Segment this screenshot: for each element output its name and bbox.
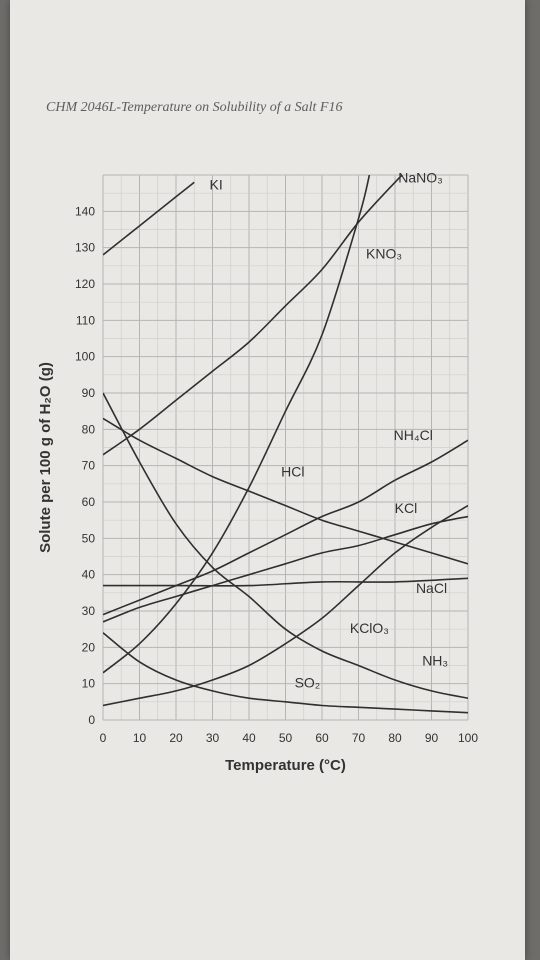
grid-lines [102, 174, 469, 721]
x-tick-label: 90 [425, 731, 439, 745]
y-tick-label: 10 [82, 677, 96, 691]
solubility-curve [103, 181, 195, 256]
y-tick-label: 30 [82, 604, 96, 618]
series-label: KI [210, 177, 223, 193]
y-tick-label: 140 [75, 204, 95, 218]
x-tick-label: 100 [458, 731, 478, 745]
x-tick-label: 0 [100, 731, 107, 745]
solubility-curve [103, 175, 403, 456]
y-tick-label: 80 [82, 422, 96, 436]
y-tick-label: 90 [82, 386, 96, 400]
y-tick-label: 0 [88, 713, 95, 727]
worksheet-header: CHM 2046L-Temperature on Solubility of a… [46, 100, 343, 115]
y-tick-label: 40 [82, 568, 96, 582]
series-label: KCl [395, 500, 418, 516]
series-label: NaCl [416, 580, 447, 596]
solubility-curves [103, 175, 468, 714]
series-labels: KI NaNO₃ KNO₃ NH₄Cl HCl KCl NaCl KClO₃ NH₃ SO₂ [210, 169, 449, 690]
y-tick-label: 70 [82, 459, 96, 473]
x-tick-label: 40 [242, 731, 256, 745]
x-tick-label: 80 [388, 731, 402, 745]
series-label: NaNO₃ [398, 169, 443, 185]
y-tick-label: 20 [82, 640, 96, 654]
series-label: KNO₃ [366, 246, 402, 262]
y-axis-title: Solute per 100 g of H₂O (g) [37, 362, 54, 553]
solubility-curve [103, 577, 468, 587]
y-tick-label: 120 [75, 277, 95, 291]
series-label: SO₂ [295, 674, 321, 690]
x-tick-label: 30 [206, 731, 220, 745]
x-tick-label: 20 [169, 731, 183, 745]
y-tick-label: 60 [82, 495, 96, 509]
x-tick-label: 10 [133, 731, 147, 745]
solubility-curve [103, 504, 468, 707]
x-tick-label: 60 [315, 731, 329, 745]
solubility-curve [103, 392, 468, 699]
y-tick-label: 100 [75, 350, 95, 364]
x-axis-title: Temperature (°C) [225, 757, 346, 774]
series-label: HCl [281, 464, 304, 480]
solubility-curve [103, 632, 468, 714]
series-label: KClO₃ [350, 620, 389, 636]
solubility-curve [103, 439, 468, 616]
series-label: NH₄Cl [394, 427, 433, 443]
solubility-curve [103, 175, 371, 674]
tick-labels: 0 10 20 30 40 50 60 70 80 90 100 0 10 20 30 40 50 60 70 80 9… [75, 204, 478, 745]
solubility-curve [103, 515, 468, 623]
x-tick-label: 50 [279, 731, 293, 745]
y-tick-label: 130 [75, 241, 95, 255]
series-label: NH₃ [422, 653, 448, 669]
y-tick-label: 50 [82, 531, 96, 545]
x-tick-label: 70 [352, 731, 366, 745]
y-tick-label: 110 [76, 313, 95, 327]
